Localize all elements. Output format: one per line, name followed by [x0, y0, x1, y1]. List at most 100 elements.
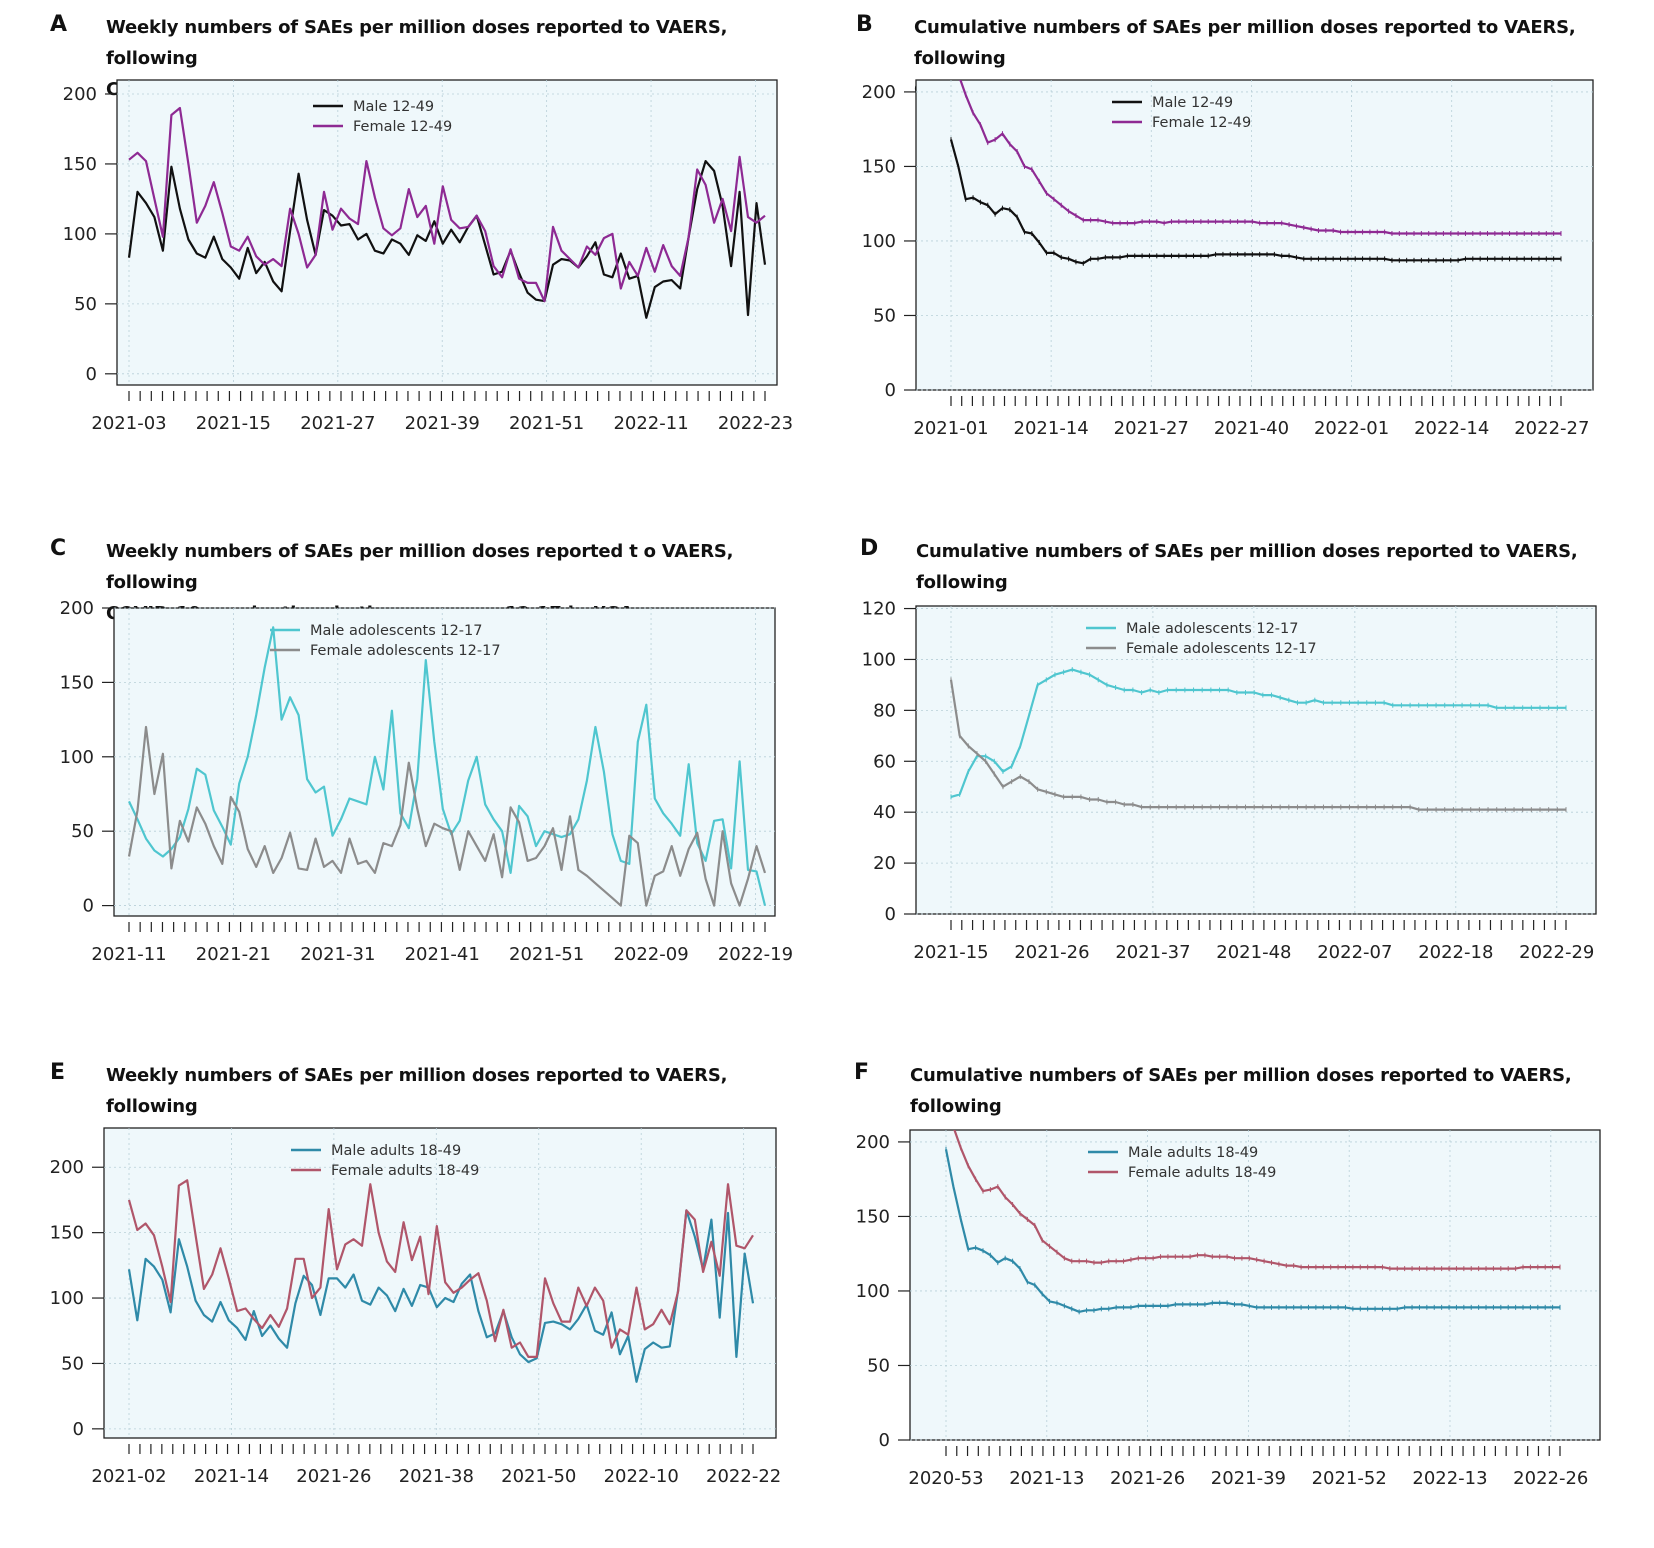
panel-letter: E	[50, 1060, 66, 1085]
x-tick-label: 2021-14	[194, 1466, 269, 1487]
panel-letter: F	[854, 1060, 870, 1085]
y-tick-label: 200	[63, 84, 97, 105]
y-tick-label: 100	[63, 224, 97, 245]
y-tick-label: 50	[61, 1353, 84, 1374]
line-chart-d: 0 20 40 60 80 100 120 2021-15 2021-26 2021-37 2021…	[862, 599, 1597, 963]
y-tick-label: 150	[63, 154, 97, 175]
x-tick-label: 2021-48	[1216, 942, 1291, 963]
legend-label: Male adults 18-49	[331, 1143, 461, 1159]
y-tick-label: 100	[862, 649, 896, 670]
legend-label: Female 12-49	[353, 119, 452, 135]
y-tick-label: 0	[879, 1430, 890, 1451]
legend-label: Female adults 18-49	[331, 1163, 479, 1179]
y-tick-label: 50	[71, 821, 94, 842]
x-tick-label: 2022-23	[718, 413, 793, 434]
series-line-female	[953, 1130, 1560, 1270]
x-tick-label: 2021-27	[300, 413, 375, 434]
panel-b: B Cumulative numbers of SAEs per million…	[808, 0, 1628, 500]
series-line-female	[127, 725, 767, 907]
y-tick-label: 200	[862, 82, 896, 103]
x-tick-label: 2021-11	[91, 944, 166, 965]
x-tick-label: 2021-02	[91, 1466, 166, 1487]
y-tick-label: 0	[885, 380, 896, 401]
x-tick-label: 2021-40	[1214, 418, 1289, 439]
y-tick-label: 50	[74, 294, 97, 315]
x-tick-label: 2022-11	[613, 413, 688, 434]
x-tick-label: 2021-03	[91, 413, 166, 434]
x-tick-label: 2022-14	[1414, 418, 1489, 439]
legend-label: Male adolescents 12-17	[310, 623, 483, 639]
plot-area	[103, 1127, 777, 1439]
x-tick-label: 2020-53	[908, 1468, 983, 1489]
x-tick-label: 2022-26	[1513, 1468, 1588, 1489]
y-tick-label: 20	[873, 853, 896, 874]
x-tick-label: 2022-19	[718, 944, 793, 965]
chart-title-line1: Weekly numbers of SAEs per million doses…	[106, 541, 734, 593]
x-tick-label: 2021-26	[296, 1466, 371, 1487]
x-tick-label: 2021-21	[196, 944, 271, 965]
panel-e: E Weekly numbers of SAEs per million dos…	[0, 1048, 820, 1548]
x-tick-label: 2021-26	[1110, 1468, 1185, 1489]
x-tick-label: 2021-15	[196, 413, 271, 434]
y-tick-label: 0	[83, 896, 94, 917]
x-tick-label: 2022-13	[1412, 1468, 1487, 1489]
y-tick-label: 150	[862, 156, 896, 177]
chart-title-line1: Weekly numbers of SAEs per million doses…	[106, 1065, 728, 1117]
chart-title-line1: Weekly numbers of SAEs per million doses…	[106, 17, 728, 69]
legend-label: Female adults 18-49	[1128, 1165, 1276, 1181]
x-tick-label: 2021-26	[1014, 942, 1089, 963]
line-chart-e: 0 50 100 150 200 2021-02 2021-14 2021-26 2021-38…	[50, 1127, 781, 1487]
panel-letter: B	[856, 12, 873, 37]
x-tick-label: 2022-10	[604, 1466, 679, 1487]
x-tick-label: 2021-39	[1211, 1468, 1286, 1489]
y-tick-label: 0	[86, 364, 97, 385]
y-tick-label: 40	[873, 802, 896, 823]
y-tick-label: 200	[50, 1157, 84, 1178]
legend-label: Male 12-49	[353, 99, 434, 115]
line-chart-c: 0 50 100 150 200 2021-11 2021-21 2021-31 2021-41…	[60, 598, 793, 965]
y-tick-label: 200	[856, 1132, 890, 1153]
x-tick-label: 2021-39	[405, 413, 480, 434]
panel-a: A Weekly numbers of SAEs per million dos…	[0, 0, 820, 500]
x-tick-label: 2021-13	[1009, 1468, 1084, 1489]
y-tick-label: 150	[856, 1206, 890, 1227]
series-line-male	[949, 139, 1561, 265]
x-tick-label: 2021-31	[300, 944, 375, 965]
y-tick-label: 60	[873, 751, 896, 772]
series-line-female	[959, 80, 1561, 235]
y-tick-label: 150	[60, 672, 94, 693]
panel-letter: A	[50, 12, 68, 37]
panel-letter: C	[50, 536, 67, 561]
legend-label: Male adolescents 12-17	[1126, 621, 1299, 637]
y-tick-label: 100	[862, 231, 896, 252]
plot-area	[915, 605, 1597, 915]
x-tick-label: 2022-27	[1514, 418, 1589, 439]
series-line-female	[949, 679, 1566, 811]
x-tick-label: 2022-29	[1519, 942, 1594, 963]
panel-d: D Cumulative numbers of SAEs per million…	[808, 524, 1628, 1024]
legend-label: Male adults 18-49	[1128, 1145, 1258, 1161]
y-tick-label: 0	[73, 1419, 84, 1440]
x-tick-label: 2022-09	[613, 944, 688, 965]
x-tick-label: 2021-51	[509, 413, 584, 434]
y-tick-label: 200	[60, 598, 94, 619]
chart-title-line1: Cumulative numbers of SAEs per million d…	[916, 541, 1578, 593]
x-tick-label: 2021-15	[913, 942, 988, 963]
series-line-male	[944, 1149, 1560, 1313]
x-tick-label: 2022-22	[706, 1466, 781, 1487]
legend-label: Female adolescents 12-17	[310, 643, 501, 659]
x-tick-label: 2021-50	[501, 1466, 576, 1487]
panel-f: F Cumulative numbers of SAEs per million…	[808, 1048, 1628, 1548]
x-tick-label: 2022-01	[1314, 418, 1389, 439]
line-chart-b: 0 50 100 150 200 2021-01 2021-14 2021-27 2021-40…	[862, 79, 1594, 439]
y-tick-label: 100	[856, 1281, 890, 1302]
panel-c: C Weekly numbers of SAEs per million dos…	[0, 524, 820, 1024]
x-tick-label: 2021-14	[1014, 418, 1089, 439]
x-tick-label: 2021-27	[1114, 418, 1189, 439]
panel-letter: D	[860, 536, 879, 561]
y-tick-label: 50	[867, 1355, 890, 1376]
legend-label: Female adolescents 12-17	[1126, 641, 1317, 657]
plot-area	[915, 79, 1594, 391]
y-tick-label: 100	[60, 747, 94, 768]
line-chart-a: 0 50 100 150 200 2021-03 2021-15 2021-27 2021-39…	[63, 79, 793, 434]
